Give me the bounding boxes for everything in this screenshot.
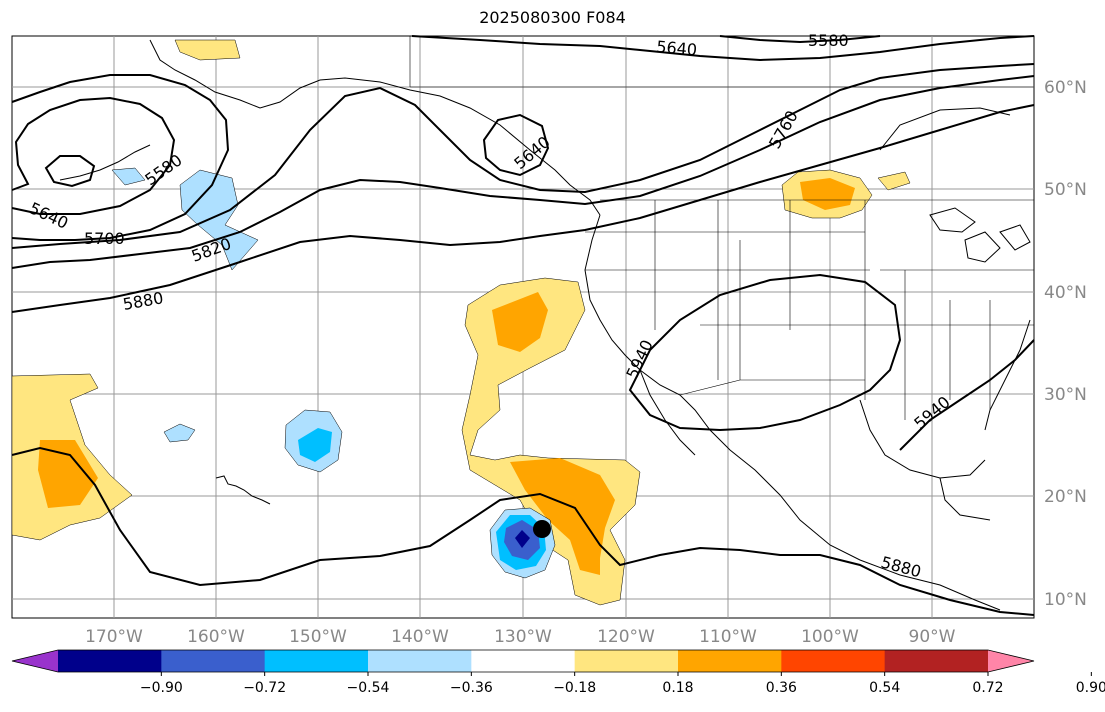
gulf-coast — [859, 399, 986, 479]
lat-label: 50°N — [1044, 180, 1087, 200]
latitude-labels: 60°N 50°N 40°N 30°N 20°N 10°N — [1044, 78, 1087, 610]
colorbar-tick-label: −0.18 — [553, 680, 596, 696]
anomaly-negative-small-1 — [111, 167, 146, 186]
anomaly-negative-cyclone-core — [515, 530, 530, 548]
colorbar-tick-label: −0.36 — [450, 680, 493, 696]
height-contours — [11, 35, 1035, 616]
contour-5700 — [11, 74, 230, 241]
lon-label: 170°W — [85, 627, 143, 647]
colorbar-outline — [11, 649, 1035, 673]
lon-label: 160°W — [187, 627, 245, 647]
colorbar-tick-label: 0.90 — [1076, 680, 1105, 696]
anomaly-positive-west-core — [38, 440, 98, 508]
colorbar-segment — [574, 650, 679, 672]
contour-5940-california — [628, 273, 902, 432]
alaska-coast — [149, 39, 601, 216]
colorbar-tick-label: 0.36 — [766, 680, 797, 696]
contour-5760 — [11, 63, 1035, 249]
contour-5640 — [11, 96, 176, 215]
lat-label: 20°N — [1044, 487, 1087, 507]
storm-marker — [533, 520, 551, 538]
lon-label: 120°W — [597, 627, 655, 647]
anomaly-positive-california-core — [492, 292, 548, 352]
contour-5580-north — [719, 35, 881, 44]
lat-label: 30°N — [1044, 385, 1087, 405]
colorbar-tick-label: −0.54 — [347, 680, 390, 696]
colorbar-segment — [368, 650, 472, 672]
colorbar-segment — [884, 650, 989, 672]
hudson-bay — [879, 107, 1011, 151]
lat-label: 60°N — [1044, 78, 1087, 98]
colorbar-extend-low — [12, 650, 58, 672]
great-lakes-1 — [929, 207, 976, 233]
colorbar-tick-label: −0.72 — [243, 680, 286, 696]
lon-label: 140°W — [391, 627, 449, 647]
longitude-labels: 170°W 160°W 150°W 140°W 130°W 120°W 110°… — [85, 627, 956, 647]
anomaly-negative-hawaii-core — [298, 428, 332, 462]
lon-label: 150°W — [289, 627, 347, 647]
coastlines — [59, 39, 1031, 611]
colorbar-tick-label: 0.54 — [869, 680, 900, 696]
colorbar-tick-label: 0.18 — [662, 680, 693, 696]
shaded-anomalies — [11, 39, 911, 606]
great-lakes-3 — [999, 224, 1031, 251]
great-lakes-2 — [964, 231, 1001, 263]
east-coast — [984, 319, 1031, 431]
anomaly-negative-small-2 — [163, 423, 196, 443]
anomaly-negative-gulf-of-alaska — [179, 169, 259, 271]
anomaly-positive-baja-core — [510, 458, 615, 575]
colorbar-segment — [471, 650, 576, 672]
hawaii-islands — [215, 475, 271, 505]
lat-label: 10°N — [1044, 590, 1087, 610]
contour-5880-south — [11, 446, 1035, 616]
colorbar-segment — [58, 650, 162, 672]
aleutians — [59, 144, 151, 181]
colorbar-segment — [161, 650, 266, 672]
colorbar-segment — [781, 650, 886, 672]
contour-5940-east — [899, 339, 1035, 451]
lat-label: 40°N — [1044, 283, 1087, 303]
yucatan — [939, 477, 991, 521]
plot-title: 2025080300 F084 — [479, 8, 626, 27]
contour-5880-north — [11, 104, 1035, 313]
colorbar-segment — [678, 650, 782, 672]
baja-peninsula — [639, 369, 696, 456]
lon-label: 100°W — [801, 627, 859, 647]
contour-5640-alaska — [482, 113, 550, 177]
contour-5640-north — [411, 35, 1035, 62]
colorbar-tick-label: 0.72 — [972, 680, 1003, 696]
colorbar-tick-label: −0.90 — [140, 680, 183, 696]
lon-label: 90°W — [909, 627, 956, 647]
anomaly-positive-northern-plains-core — [800, 178, 855, 210]
contour-5820 — [11, 75, 1035, 269]
contour-label: 5640 — [656, 37, 698, 59]
contour-label: 5700 — [84, 229, 125, 248]
colorbar-extend-high — [988, 650, 1034, 672]
contour-5580 — [44, 155, 96, 188]
colorbar-labels: −0.90 −0.72 −0.54 −0.36 −0.18 0.18 0.36 0.54 0.7… — [140, 672, 1105, 696]
colorbar-segment — [264, 650, 369, 672]
contour-label: 5580 — [808, 31, 849, 50]
lon-label: 130°W — [494, 627, 552, 647]
political-boundaries — [409, 36, 1034, 420]
lon-label: 110°W — [699, 627, 757, 647]
anomaly-positive-great-lakes — [877, 171, 911, 191]
colorbar — [11, 649, 1035, 673]
west-coast-us — [584, 214, 1001, 611]
anomaly-positive-bering — [174, 39, 241, 61]
